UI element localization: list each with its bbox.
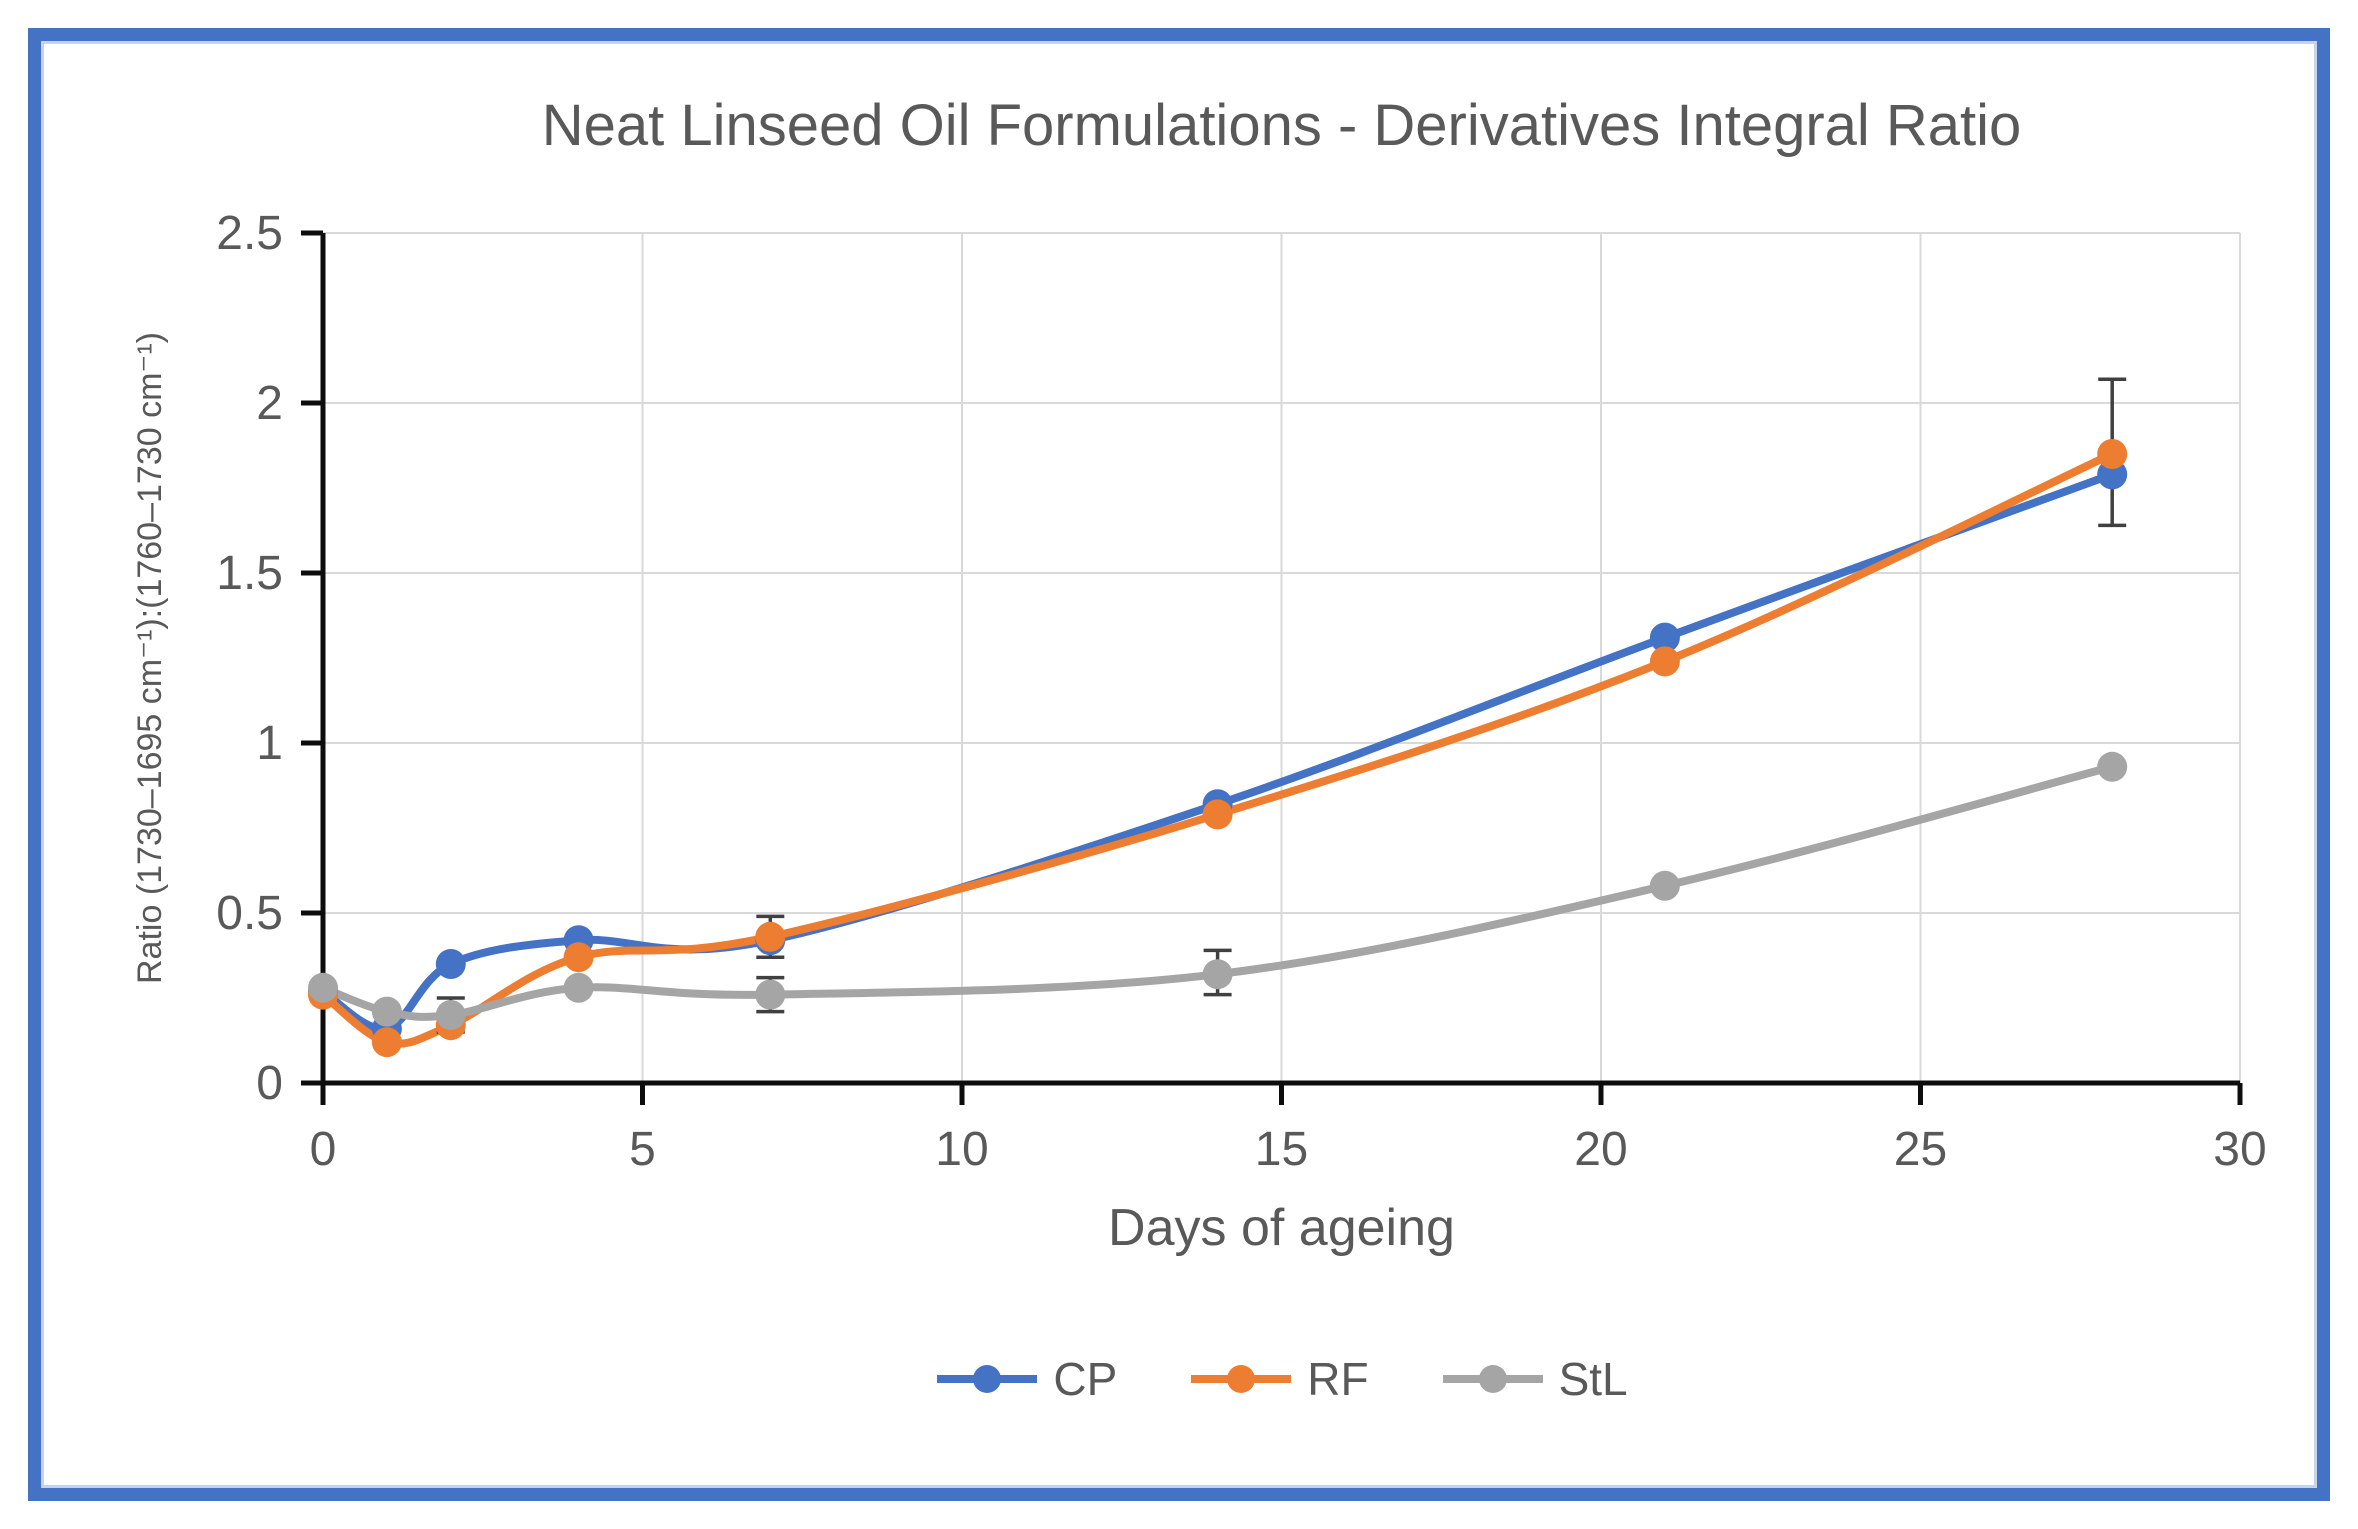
marker-CP-day2 [435, 949, 466, 979]
marker-StL-day28 [2097, 751, 2128, 782]
x-tick-label: 10 [935, 1123, 988, 1176]
chart-title: Neat Linseed Oil Formulations - Derivati… [541, 93, 2022, 158]
marker-RF-day14 [1202, 799, 1233, 830]
marker-RF-day7 [755, 921, 786, 952]
legend: CP RF StL [323, 1352, 2240, 1406]
marker-StL-day7 [755, 979, 786, 1010]
y-tick-label: 1 [256, 717, 283, 770]
legend-marker-rf-icon [1191, 1365, 1292, 1393]
x-axis-title: Days of ageing [1108, 1199, 1455, 1257]
legend-marker-stl-icon [1442, 1365, 1543, 1393]
y-tick-label: 0 [256, 1057, 283, 1110]
marker-StL-day21 [1649, 870, 1680, 901]
x-tick-label: 30 [2213, 1123, 2266, 1176]
marker-StL-day2 [435, 1000, 466, 1030]
legend-item-rf: RF [1189, 1352, 1369, 1406]
y-tick-label: 0.5 [216, 887, 283, 940]
y-axis-title: Ratio (1730–1695 cm⁻¹):(1760–1730 cm⁻¹) [131, 332, 169, 984]
blue-frame [28, 28, 2330, 1501]
legend-item-cp: CP [935, 1352, 1117, 1406]
marker-StL-day1 [371, 996, 402, 1027]
x-tick-label: 25 [1894, 1123, 1947, 1176]
marker-RF-day21 [1649, 646, 1680, 677]
marker-RF-day4 [563, 942, 594, 973]
marker-StL-day4 [563, 972, 594, 1003]
legend-label-rf: RF [1307, 1353, 1369, 1405]
legend-label-stl: StL [1558, 1353, 1628, 1405]
y-tick-label: 2.5 [216, 207, 283, 260]
legend-marker-cp-icon [937, 1365, 1038, 1393]
legend-label-cp: CP [1053, 1353, 1118, 1405]
y-tick-label: 2 [256, 377, 283, 430]
marker-RF-day1 [371, 1027, 402, 1058]
marker-CP-day21 [1649, 622, 1680, 653]
marker-RF-day28 [2097, 439, 2128, 469]
y-tick-label: 1.5 [216, 547, 283, 600]
x-tick-label: 15 [1255, 1123, 1308, 1176]
marker-StL-day0 [308, 972, 338, 1003]
x-tick-label: 20 [1574, 1123, 1627, 1176]
marker-StL-day14 [1202, 959, 1233, 990]
x-tick-label: 5 [629, 1123, 656, 1176]
x-tick-label: 0 [310, 1123, 337, 1176]
legend-item-stl: StL [1441, 1352, 1628, 1406]
